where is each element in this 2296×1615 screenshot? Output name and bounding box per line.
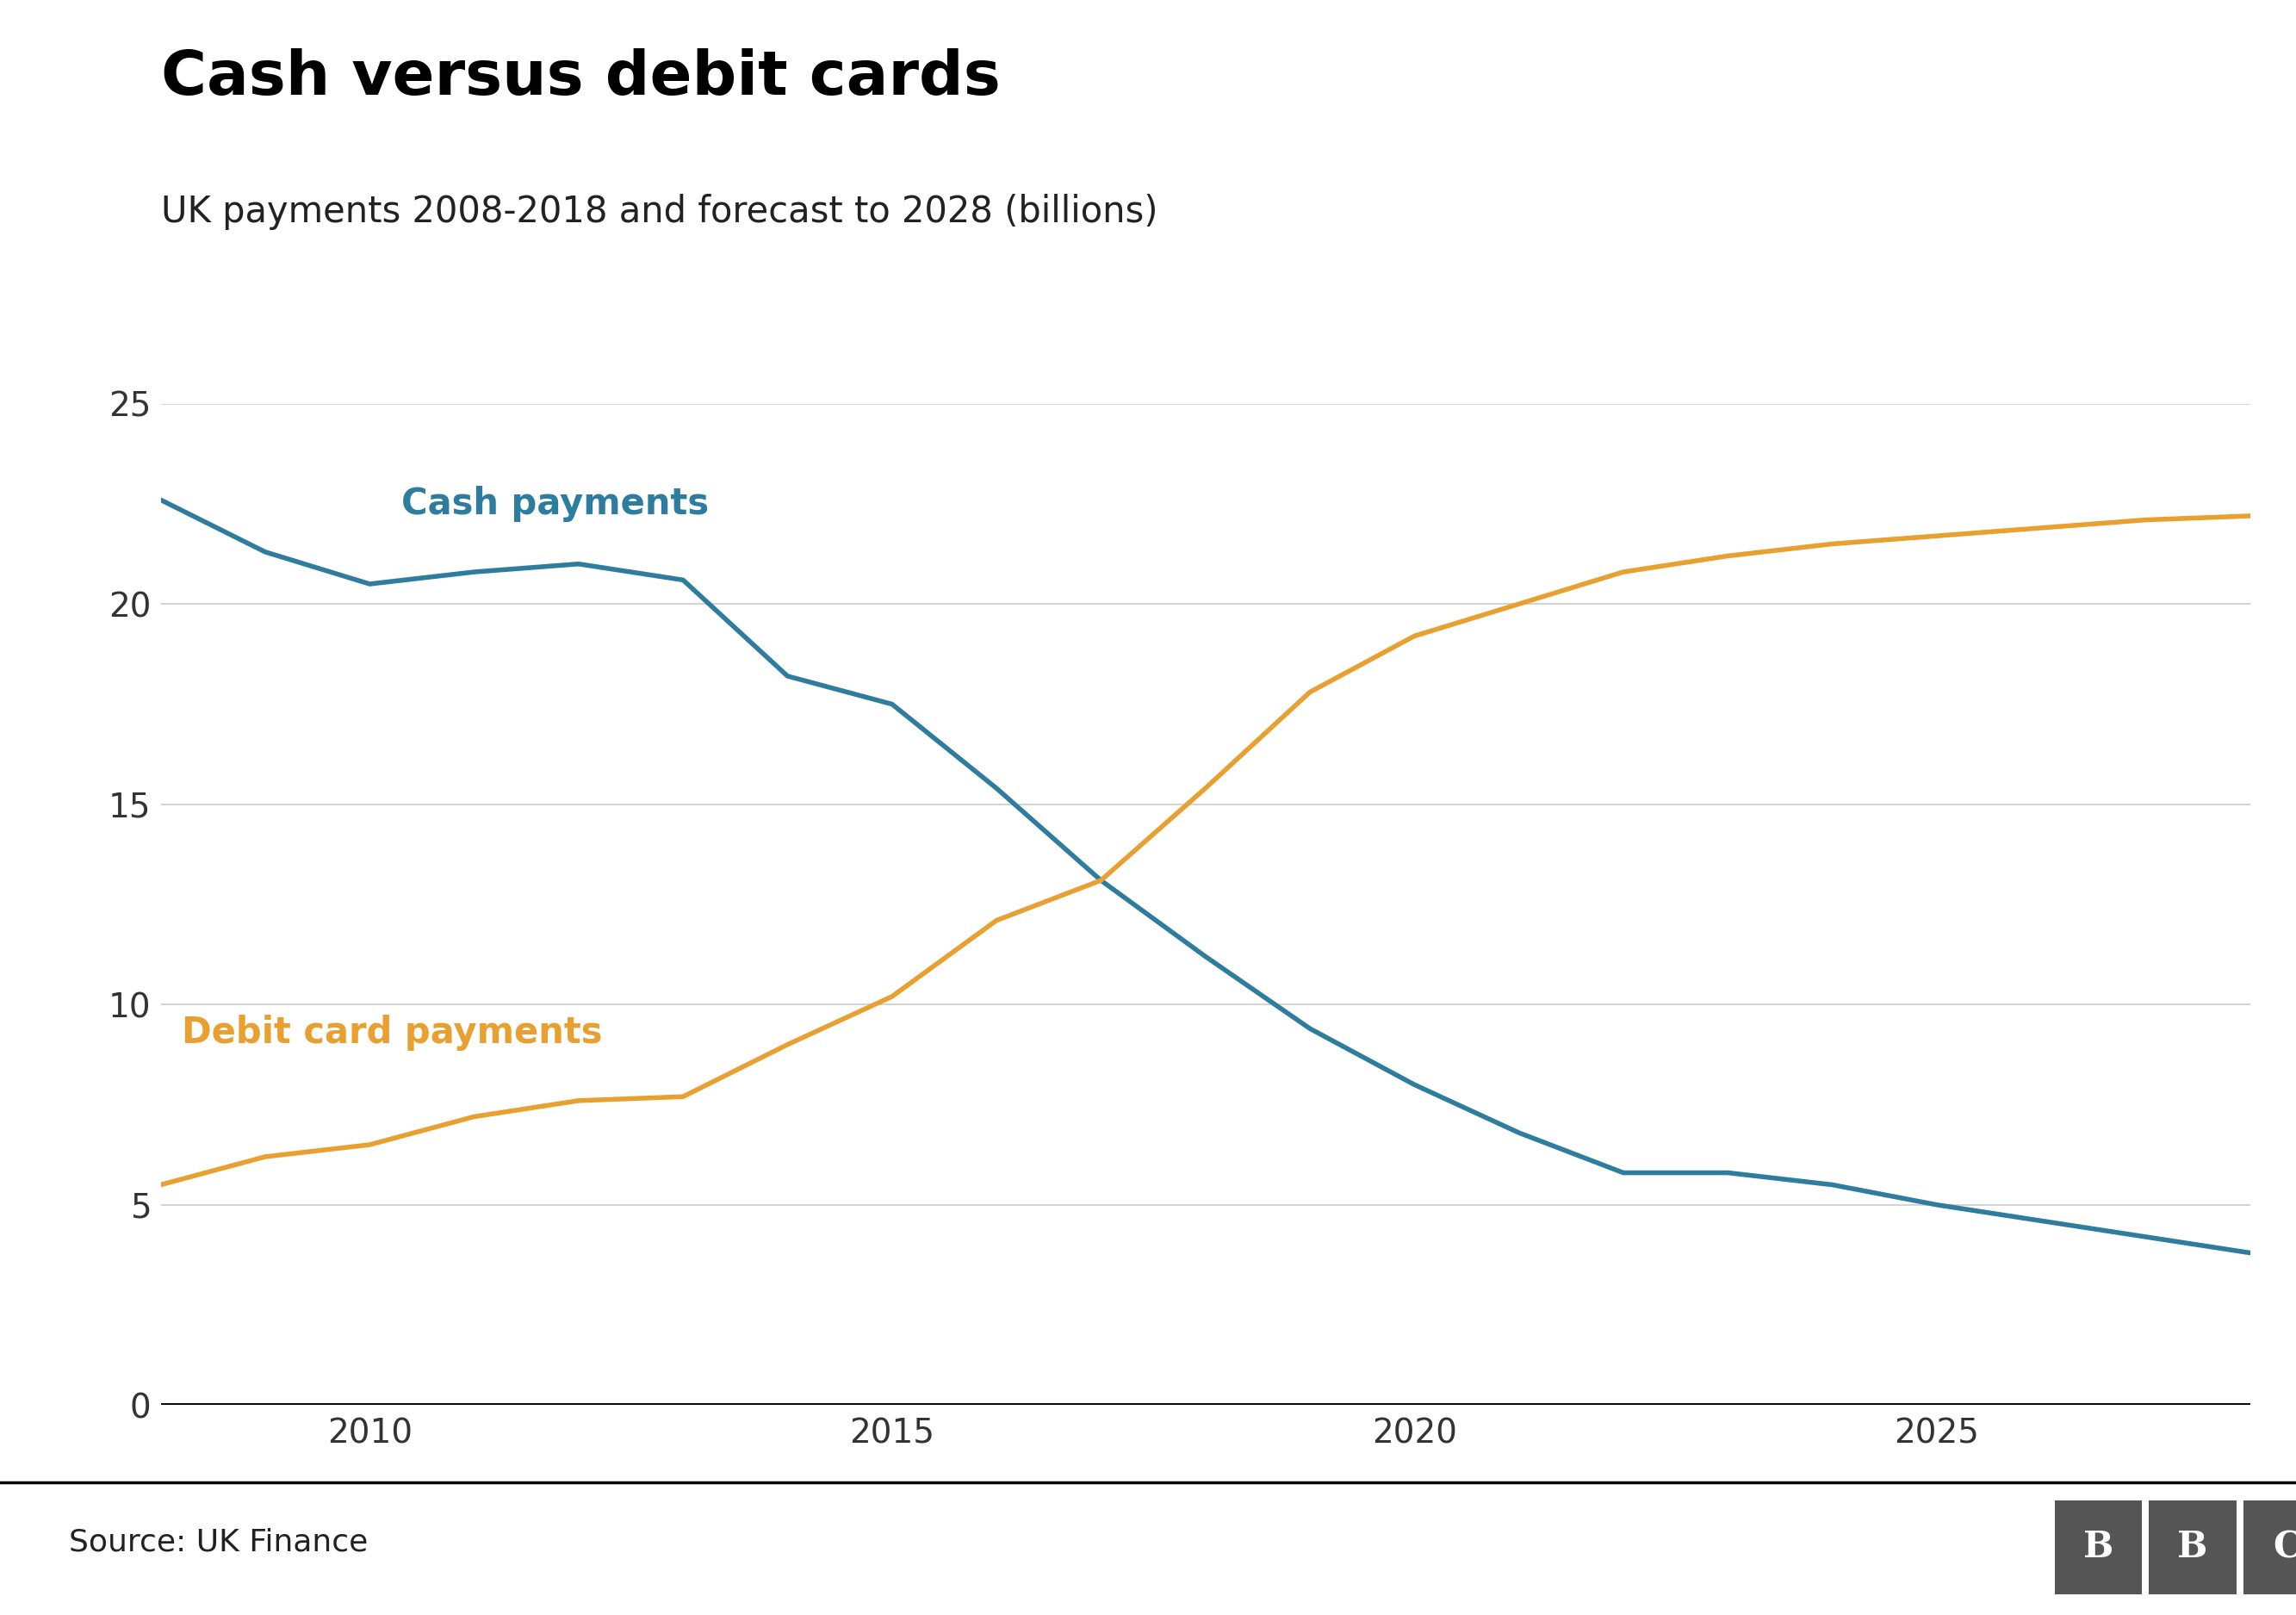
Text: Cash payments: Cash payments [402, 486, 709, 522]
Text: C: C [2273, 1529, 2296, 1565]
Text: B: B [2177, 1529, 2209, 1565]
Text: Debit card payments: Debit card payments [181, 1014, 602, 1051]
Text: Cash versus debit cards: Cash versus debit cards [161, 48, 1001, 108]
Text: Source: UK Finance: Source: UK Finance [69, 1528, 367, 1557]
Text: B: B [2082, 1529, 2115, 1565]
Text: UK payments 2008-2018 and forecast to 2028 (billions): UK payments 2008-2018 and forecast to 20… [161, 194, 1157, 229]
